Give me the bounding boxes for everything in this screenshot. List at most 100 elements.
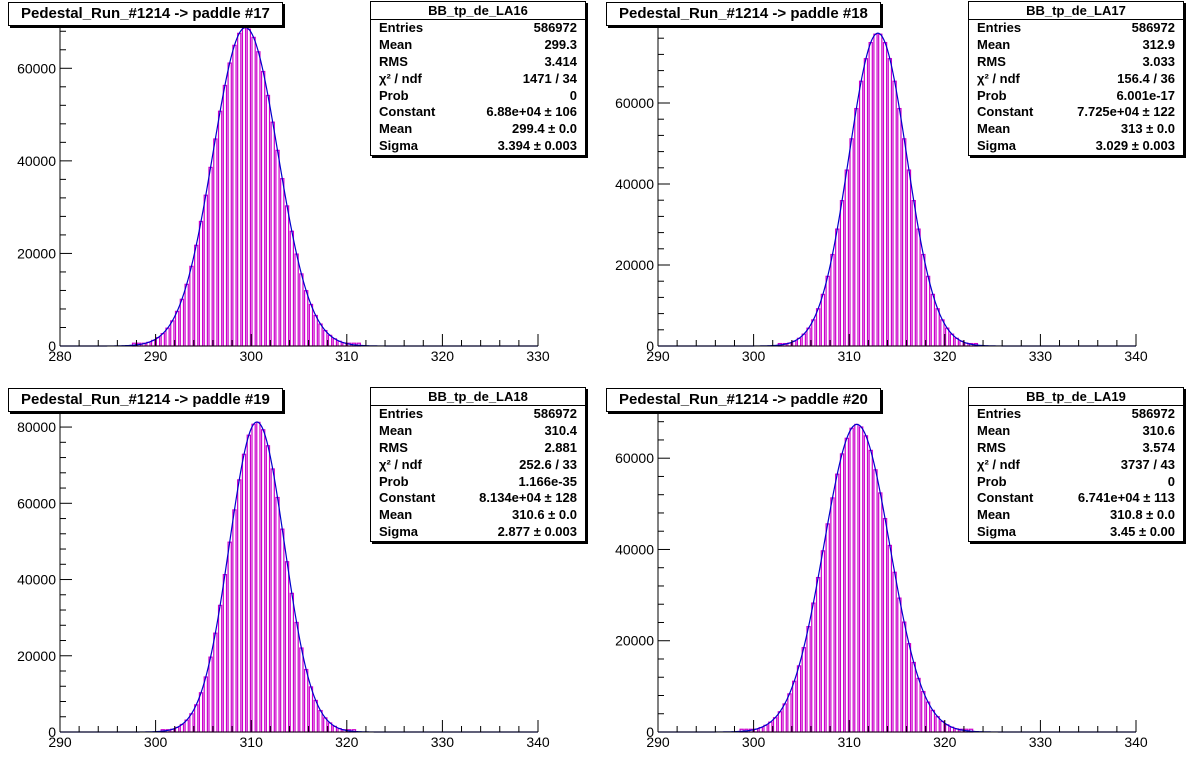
stats-box-name: BB_tp_de_LA18 [371, 388, 585, 406]
histogram-bin [772, 717, 778, 733]
y-tick-label: 60000 [615, 95, 654, 111]
stats-row: Constant 8.134e+04 ± 128 [371, 490, 585, 507]
histogram-bin [916, 228, 921, 347]
y-tick-label: 20000 [17, 648, 56, 664]
x-tick-label: 310 [838, 348, 862, 364]
histogram-bin [251, 423, 256, 733]
histogram-bin [892, 80, 897, 347]
histogram-bin [825, 275, 830, 347]
histogram-bin [820, 550, 826, 733]
histogram-bin [323, 329, 328, 347]
histogram-bin [294, 253, 299, 347]
stats-row-value: 299.3 [544, 36, 577, 52]
y-tick-label: 40000 [17, 153, 56, 169]
histogram-bin [878, 492, 883, 733]
x-tick-label: 290 [646, 734, 670, 750]
panel-title: Pedestal_Run_#1214 -> paddle #19 [8, 388, 283, 412]
x-tick-label: 310 [240, 734, 264, 750]
histogram-bin [835, 473, 840, 733]
panel-title: Pedestal_Run_#1214 -> paddle #17 [8, 2, 283, 26]
x-tick-label: 320 [431, 348, 455, 364]
stats-row: Sigma 3.45 ± 0.00 [969, 524, 1183, 541]
stats-row-label: Mean [379, 422, 413, 438]
x-tick-label: 330 [526, 348, 550, 364]
stats-row: Mean 299.4 ± 0.0 [371, 121, 585, 138]
y-tick-label: 60000 [17, 495, 56, 511]
x-tick-label: 310 [838, 734, 862, 750]
histogram-bars [739, 423, 974, 733]
histogram-bin [232, 44, 237, 347]
histogram-bin [811, 602, 816, 733]
stats-row-label: Sigma [977, 524, 1017, 540]
histogram-bin [830, 497, 835, 733]
x-tick-label: 290 [48, 734, 72, 750]
stats-row: Constant 6.88e+04 ± 106 [371, 104, 585, 121]
histogram-bin [227, 541, 232, 733]
histogram-bin [280, 178, 285, 347]
histogram-bin [801, 647, 806, 733]
histogram-bin [916, 677, 921, 733]
histogram-bin [280, 528, 285, 733]
histogram-bin [217, 110, 223, 347]
histogram-bin [246, 28, 252, 347]
stats-row: Mean 310.4 [371, 423, 585, 440]
histogram-bin [246, 434, 252, 733]
histogram-bin [284, 205, 290, 347]
histogram-bin [256, 421, 261, 733]
histogram-bin [208, 166, 213, 347]
histogram-bin [873, 469, 878, 733]
histogram-bin [237, 479, 242, 733]
stats-row-label: Entries [379, 406, 424, 421]
histogram-bin [203, 676, 208, 733]
stats-row-label: RMS [977, 439, 1006, 455]
histogram-bin [825, 523, 830, 733]
y-tick-label: 40000 [17, 572, 56, 588]
stats-row-label: RMS [977, 53, 1006, 69]
stats-row: Constant 7.725e+04 ± 122 [969, 104, 1183, 121]
histogram-bin [198, 692, 204, 733]
histogram-bin [806, 327, 811, 347]
x-tick-label: 300 [742, 734, 766, 750]
x-tick-label: 290 [646, 348, 670, 364]
histogram-bin [815, 576, 821, 733]
stats-row-value: 3.029 ± 0.003 [1095, 138, 1175, 154]
stats-row-label: Entries [379, 20, 424, 35]
stats-row-value: 0 [1167, 473, 1175, 489]
stats-row-value: 3.574 [1142, 439, 1175, 455]
histogram-bin [863, 435, 869, 733]
histogram-canvas-paddle-17: 280 290 300 310 320 330 0 20000 40000 60000 [17, 22, 550, 364]
stats-row: Entries 586972 [969, 20, 1183, 37]
histogram-bin [930, 709, 936, 733]
y-tick-label: 60000 [615, 450, 654, 466]
y-tick-label: 0 [48, 338, 56, 354]
histogram-bin [203, 194, 208, 347]
stats-row-value: 8.134e+04 ± 128 [479, 490, 577, 506]
stats-box: BB_tp_de_LA17 Entries 586972 Mean 312.9 RMS 3.… [968, 1, 1184, 157]
histogram-bin [782, 703, 787, 733]
stats-row-value: 313 ± 0.0 [1120, 121, 1175, 137]
stats-row-value: 6.001e-17 [1116, 87, 1175, 103]
histogram-bin [251, 36, 256, 347]
histogram-bin [858, 426, 864, 733]
histogram-bin [906, 643, 912, 733]
stats-row: χ² / ndf 156.4 / 36 [969, 71, 1183, 88]
histogram-bin [160, 333, 165, 347]
histogram-bin [213, 632, 218, 733]
stats-row-label: Prob [977, 473, 1007, 489]
histogram-bin [165, 327, 170, 347]
histogram-bin [213, 138, 218, 347]
x-tick-label: 300 [742, 348, 766, 364]
histogram-panel-paddle-17: 280 290 300 310 320 330 0 20000 40000 60000 Pedes… [0, 0, 598, 386]
histogram-bin [194, 704, 199, 733]
stats-row-value: 7.725e+04 ± 122 [1077, 104, 1175, 120]
stats-row-value: 252.6 / 33 [519, 456, 577, 472]
stats-row-value: 3737 / 43 [1120, 456, 1175, 472]
axes: 280 290 300 310 320 330 0 20000 40000 60000 [17, 22, 550, 364]
histogram-bin [844, 169, 850, 347]
histogram-bin [935, 308, 940, 347]
stats-row: Prob 0 [969, 474, 1183, 491]
histogram-bin [174, 310, 180, 347]
histogram-bin [911, 200, 916, 347]
histogram-bin [270, 468, 275, 733]
stats-row-value: 586972 [533, 406, 577, 421]
